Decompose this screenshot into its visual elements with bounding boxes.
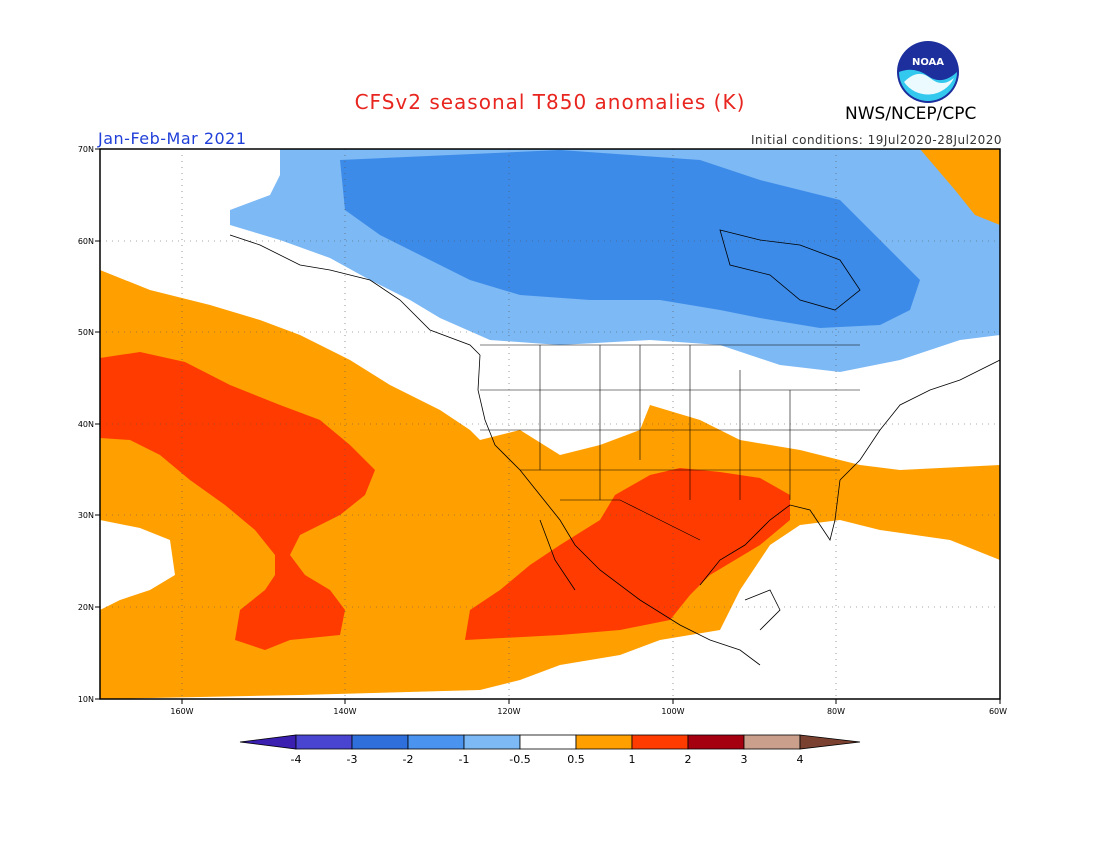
colorbar-label: -4 xyxy=(291,753,302,766)
neutral-area-caribbean xyxy=(820,555,1000,699)
colorbar-segment xyxy=(631,734,689,750)
axis-ticks xyxy=(95,148,1001,704)
warm-anomaly-light-ne xyxy=(920,149,1000,225)
alaska-coast xyxy=(229,234,481,356)
lat-label: 50N xyxy=(78,328,94,337)
colorbar-segment xyxy=(295,734,353,750)
colorbar-segment xyxy=(239,734,297,750)
lon-label: 120W xyxy=(497,707,520,716)
lat-label: 20N xyxy=(78,603,94,612)
colorbar-label: 0.5 xyxy=(567,753,585,766)
colorbar-label: 3 xyxy=(741,753,748,766)
cold-anomaly-mid xyxy=(340,150,920,328)
colorbar-label: 1 xyxy=(629,753,636,766)
colorbar-segment xyxy=(519,734,577,750)
colorbar-label: 4 xyxy=(797,753,804,766)
lat-label: 30N xyxy=(78,511,94,520)
colorbar xyxy=(239,734,861,750)
neutral-area-hawaii xyxy=(100,520,175,610)
noaa-logo: NOAA xyxy=(894,38,962,110)
colorbar-segment xyxy=(575,734,633,750)
yucatan xyxy=(744,589,781,631)
colorbar-segment xyxy=(687,734,745,750)
atlantic-coast xyxy=(839,359,1000,481)
svg-text:NOAA: NOAA xyxy=(912,57,944,68)
colorbar-segment xyxy=(407,734,465,750)
gulf-coast xyxy=(699,479,841,586)
political-borders xyxy=(480,344,880,541)
lon-label: 100W xyxy=(661,707,684,716)
lon-label: 60W xyxy=(989,707,1007,716)
colorbar-label: -1 xyxy=(459,753,470,766)
colorbar-segment xyxy=(351,734,409,750)
hudson-bay xyxy=(719,229,861,311)
lon-label: 160W xyxy=(170,707,193,716)
colorbar-segment xyxy=(799,734,861,750)
colorbar-label: -0.5 xyxy=(509,753,530,766)
colorbar-segment xyxy=(743,734,801,750)
warm-anomaly-mid-pacific xyxy=(100,352,375,650)
lat-label: 70N xyxy=(78,145,94,154)
baja xyxy=(539,519,576,591)
colorbar-label: -3 xyxy=(347,753,358,766)
grid-lines xyxy=(100,149,1000,699)
pacific-coast xyxy=(477,354,761,666)
chart-title: CFSv2 seasonal T850 anomalies (K) xyxy=(354,90,746,114)
coastlines xyxy=(229,229,1000,666)
initial-conditions-label: Initial conditions: 19Jul2020-28Jul2020 xyxy=(750,133,1002,147)
colorbar-label: 2 xyxy=(685,753,692,766)
lat-label: 60N xyxy=(78,237,94,246)
colorbar-segment xyxy=(463,734,521,750)
agency-label: NWS/NCEP/CPC xyxy=(845,104,977,124)
lat-label: 10N xyxy=(78,695,94,704)
season-label: Jan-Feb-Mar 2021 xyxy=(98,129,247,148)
lon-label: 80W xyxy=(827,707,845,716)
lat-label: 40N xyxy=(78,420,94,429)
lon-label: 140W xyxy=(333,707,356,716)
warm-anomaly-mid-mexico xyxy=(465,468,790,640)
colorbar-label: -2 xyxy=(403,753,414,766)
